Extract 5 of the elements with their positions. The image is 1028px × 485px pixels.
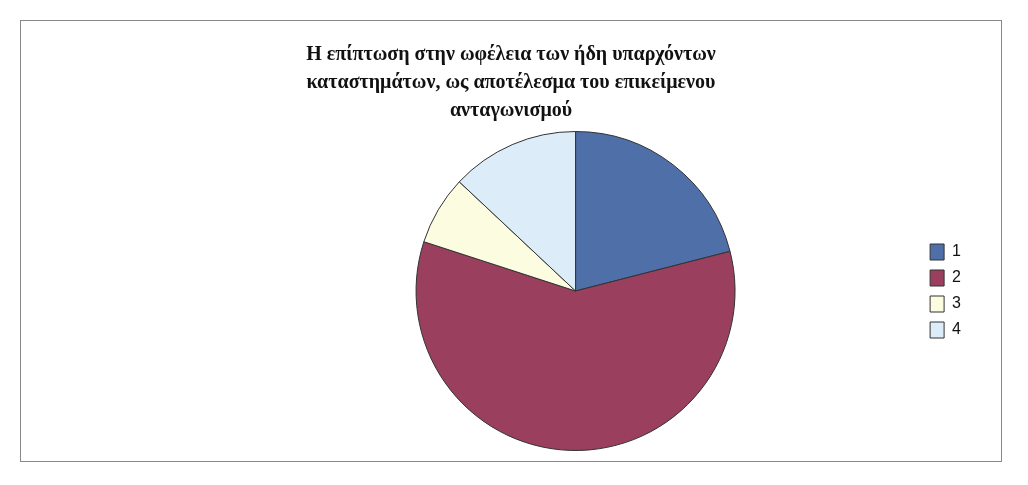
chart-title: Η επίπτωση στην ωφέλεια των ήδη υπαρχόντων καταστημάτων, ως αποτέλεσμα του επικείμενου ανταγωνισμού <box>305 41 717 123</box>
legend-label: 4 <box>952 320 962 338</box>
legend-label: 3 <box>952 294 962 312</box>
legend-label: 1 <box>952 242 962 260</box>
legend-label: 2 <box>952 268 962 286</box>
